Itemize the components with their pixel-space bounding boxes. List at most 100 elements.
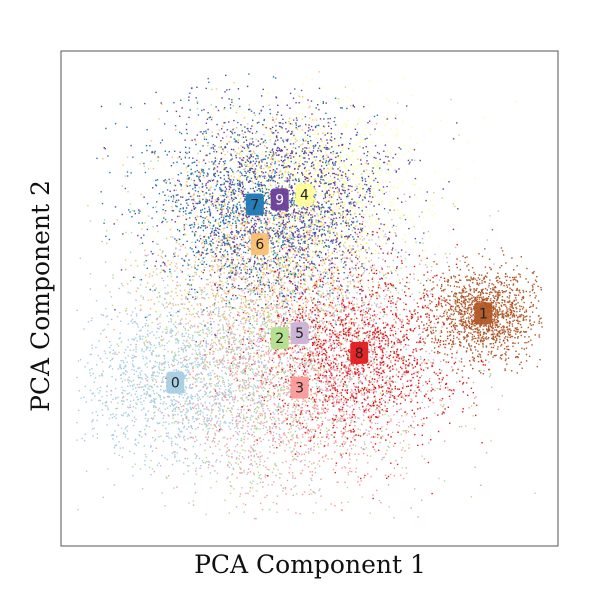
scatter-point — [122, 400, 124, 402]
scatter-point — [334, 305, 337, 307]
scatter-point — [223, 366, 226, 368]
scatter-point — [244, 332, 246, 334]
scatter-point — [246, 473, 248, 475]
scatter-point — [189, 373, 191, 375]
scatter-point — [270, 379, 272, 381]
scatter-point — [422, 284, 425, 286]
scatter-point — [503, 282, 506, 284]
scatter-point — [304, 374, 306, 376]
scatter-point — [161, 303, 164, 305]
scatter-point — [156, 355, 158, 357]
scatter-point — [199, 364, 201, 367]
scatter-point — [140, 381, 142, 383]
scatter-point — [431, 301, 433, 303]
scatter-point — [326, 257, 329, 259]
scatter-point — [192, 462, 194, 464]
scatter-point — [210, 178, 213, 181]
scatter-point — [500, 281, 503, 283]
scatter-point — [349, 452, 351, 454]
scatter-point — [210, 415, 212, 417]
scatter-point — [327, 232, 329, 234]
scatter-point — [496, 332, 499, 335]
scatter-point — [502, 299, 504, 301]
scatter-point — [153, 400, 156, 402]
scatter-point — [188, 284, 191, 287]
scatter-point — [90, 374, 92, 377]
scatter-point — [298, 419, 300, 421]
scatter-point — [271, 423, 273, 425]
scatter-point — [385, 242, 387, 245]
scatter-point — [163, 389, 165, 392]
scatter-point — [357, 191, 359, 194]
scatter-point — [352, 150, 354, 152]
scatter-point — [266, 429, 269, 431]
scatter-point — [378, 387, 380, 389]
scatter-point — [517, 322, 520, 325]
scatter-point — [531, 289, 534, 292]
scatter-point — [516, 265, 518, 267]
scatter-point — [484, 337, 486, 339]
scatter-point — [319, 320, 321, 322]
scatter-point — [255, 353, 257, 355]
scatter-point — [261, 336, 263, 339]
scatter-point — [158, 436, 160, 438]
scatter-point — [233, 298, 235, 301]
scatter-point — [473, 360, 475, 362]
scatter-point — [468, 343, 470, 345]
scatter-point — [163, 368, 165, 371]
scatter-point — [117, 345, 120, 347]
scatter-point — [323, 460, 325, 462]
scatter-point — [140, 394, 142, 397]
scatter-point — [363, 301, 365, 304]
scatter-point — [284, 300, 286, 302]
scatter-point — [172, 256, 174, 258]
scatter-point — [101, 396, 103, 398]
scatter-point — [480, 274, 483, 276]
scatter-point — [311, 474, 314, 476]
scatter-point — [186, 457, 189, 460]
scatter-point — [325, 324, 327, 327]
scatter-point — [176, 452, 178, 454]
scatter-point — [504, 369, 506, 372]
scatter-point — [209, 344, 212, 346]
scatter-point — [498, 332, 500, 334]
scatter-point — [145, 456, 147, 458]
scatter-point — [163, 344, 166, 347]
scatter-point — [169, 331, 171, 334]
scatter-point — [325, 383, 327, 385]
scatter-point — [347, 281, 349, 283]
scatter-point — [149, 401, 151, 403]
scatter-point — [318, 460, 320, 462]
scatter-point — [319, 440, 322, 442]
scatter-point — [347, 305, 350, 307]
scatter-point — [249, 369, 252, 371]
scatter-point — [361, 302, 363, 304]
scatter-point — [242, 277, 244, 279]
scatter-point — [152, 405, 155, 407]
scatter-point — [475, 297, 477, 299]
scatter-point — [452, 203, 455, 205]
scatter-point — [281, 367, 283, 369]
scatter-point — [325, 355, 328, 357]
scatter-point — [334, 322, 336, 325]
scatter-point — [137, 375, 139, 377]
scatter-point — [275, 352, 278, 355]
scatter-point — [519, 331, 521, 334]
scatter-point — [349, 339, 351, 342]
scatter-point — [218, 413, 221, 415]
scatter-point — [105, 400, 108, 403]
scatter-point — [478, 296, 481, 298]
scatter-point — [494, 355, 496, 357]
scatter-point — [242, 503, 245, 505]
scatter-point — [489, 288, 492, 290]
scatter-point — [219, 423, 222, 425]
scatter-point — [154, 360, 156, 363]
scatter-point — [106, 315, 109, 317]
scatter-point — [288, 440, 290, 442]
scatter-point — [128, 392, 131, 394]
scatter-point — [228, 329, 230, 331]
scatter-point — [301, 369, 304, 372]
scatter-point — [229, 481, 231, 483]
scatter-point — [279, 359, 281, 361]
scatter-point — [497, 295, 500, 297]
